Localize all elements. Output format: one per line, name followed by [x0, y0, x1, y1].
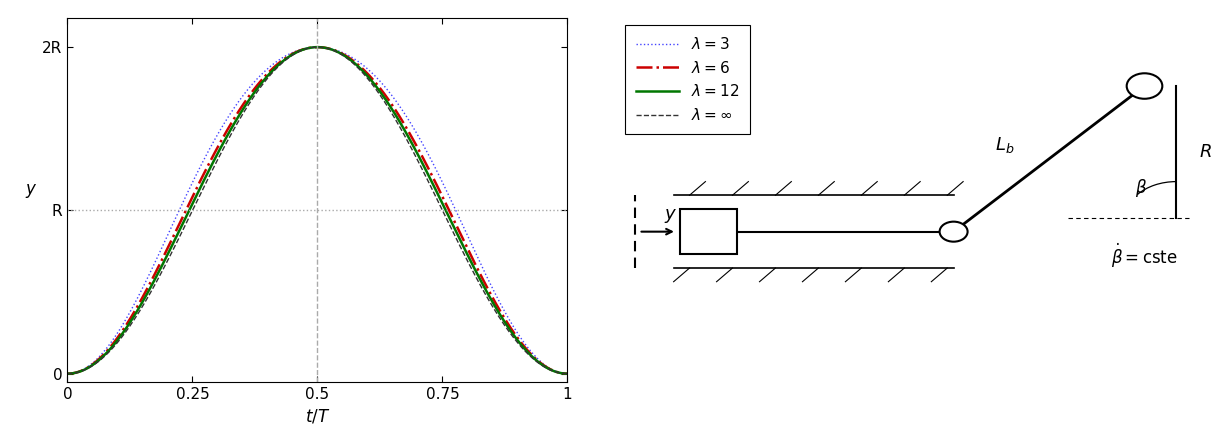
- Text: $y$: $y$: [664, 207, 677, 225]
- Bar: [680, 209, 737, 254]
- Text: $\dot{\beta} = \mathrm{cste}$: $\dot{\beta} = \mathrm{cste}$: [1112, 242, 1178, 270]
- Circle shape: [1126, 73, 1162, 99]
- Y-axis label: $y$: $y$: [25, 182, 38, 200]
- X-axis label: $t/T$: $t/T$: [304, 407, 330, 425]
- Legend: $\lambda = 3$, $\lambda = 6$, $\lambda = 12$, $\lambda = \infty$: $\lambda = 3$, $\lambda = 6$, $\lambda =…: [626, 25, 750, 134]
- Text: $R$: $R$: [1199, 143, 1211, 161]
- Circle shape: [940, 222, 968, 242]
- Text: $L_b$: $L_b$: [995, 135, 1015, 155]
- Text: $\beta$: $\beta$: [1135, 177, 1147, 199]
